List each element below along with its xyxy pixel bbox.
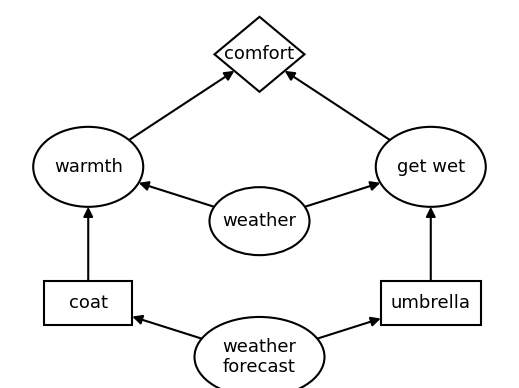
Text: umbrella: umbrella xyxy=(391,294,471,312)
Bar xyxy=(381,281,481,325)
Text: comfort: comfort xyxy=(224,45,295,63)
Text: weather: weather xyxy=(223,212,296,230)
Ellipse shape xyxy=(195,317,324,388)
Ellipse shape xyxy=(33,127,143,207)
Text: coat: coat xyxy=(69,294,108,312)
Ellipse shape xyxy=(210,187,309,255)
Text: get wet: get wet xyxy=(397,158,465,176)
Bar xyxy=(44,281,132,325)
Polygon shape xyxy=(214,17,305,92)
Text: weather
forecast: weather forecast xyxy=(223,338,296,376)
Text: warmth: warmth xyxy=(54,158,122,176)
Ellipse shape xyxy=(376,127,486,207)
